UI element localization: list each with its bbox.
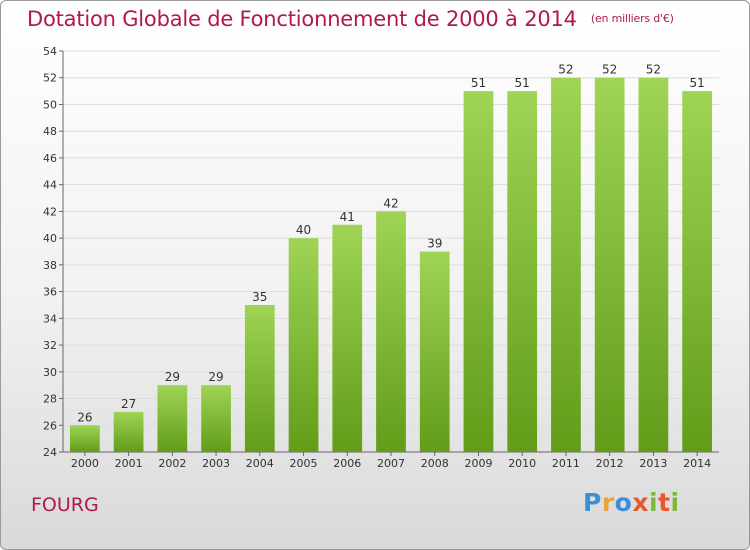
bar-2006 xyxy=(332,224,363,452)
x-tick-label-2011: 2011 xyxy=(552,457,580,470)
logo-letter: P xyxy=(583,488,602,517)
x-tick-label-2010: 2010 xyxy=(508,457,536,470)
logo-letter: x xyxy=(632,488,649,517)
value-label-2012: 52 xyxy=(602,63,617,77)
bar-2004 xyxy=(244,304,275,452)
y-tick-label: 36 xyxy=(43,286,57,299)
x-tick-label-2001: 2001 xyxy=(115,457,143,470)
bar-2002 xyxy=(157,385,188,452)
bar-2013 xyxy=(638,77,669,452)
x-tick-label-2012: 2012 xyxy=(596,457,624,470)
x-tick-label-2004: 2004 xyxy=(246,457,274,470)
commune-name: FOURG xyxy=(31,494,99,516)
y-tick-label: 48 xyxy=(43,125,57,138)
bar-2000 xyxy=(69,425,100,452)
x-tick-label-2014: 2014 xyxy=(683,457,711,470)
value-label-2008: 39 xyxy=(427,237,442,251)
value-label-2002: 29 xyxy=(165,370,180,384)
chart-title-text: Dotation Globale de Fonctionnement de 20… xyxy=(27,7,577,31)
y-tick-label: 32 xyxy=(43,339,57,352)
y-tick-label: 34 xyxy=(43,312,57,325)
y-tick-label: 46 xyxy=(43,152,57,165)
y-tick-label: 54 xyxy=(43,45,57,58)
y-tick-label: 42 xyxy=(43,205,57,218)
proxiti-logo: Proxiti xyxy=(583,488,680,517)
y-tick-label: 24 xyxy=(43,446,57,459)
y-tick-label: 50 xyxy=(43,98,57,111)
x-tick-label-2002: 2002 xyxy=(158,457,186,470)
bar-2009 xyxy=(463,91,494,452)
y-tick-label: 40 xyxy=(43,232,57,245)
x-tick-label-2000: 2000 xyxy=(71,457,99,470)
chart-unit-note: (en milliers d'€) xyxy=(590,12,674,25)
chart-title: Dotation Globale de Fonctionnement de 20… xyxy=(27,7,674,31)
value-label-2009: 51 xyxy=(471,76,486,90)
value-label-2000: 26 xyxy=(77,410,92,424)
value-label-2011: 52 xyxy=(558,63,573,77)
x-tick-labels: 2000 2001 2002 2003 2004 2005 2006 2007 2008 2009… xyxy=(71,452,711,470)
x-tick-label-2006: 2006 xyxy=(333,457,361,470)
x-tick-label-2009: 2009 xyxy=(464,457,492,470)
value-label-2005: 40 xyxy=(296,223,311,237)
bar-2008 xyxy=(419,251,450,452)
value-label-2014: 51 xyxy=(689,76,704,90)
bar-2014 xyxy=(682,91,713,452)
x-tick-label-2007: 2007 xyxy=(377,457,405,470)
x-tick-label-2008: 2008 xyxy=(421,457,449,470)
logo-letter: i xyxy=(649,488,659,517)
y-tick-label: 26 xyxy=(43,419,57,432)
logo-letter: t xyxy=(658,488,671,517)
bar-2012 xyxy=(594,77,625,452)
y-tick-label: 52 xyxy=(43,72,57,85)
logo-letter: r xyxy=(601,488,615,517)
value-label-2004: 35 xyxy=(252,290,267,304)
value-label-2010: 51 xyxy=(515,76,530,90)
logo-letter: o xyxy=(614,488,633,517)
x-tick-label-2003: 2003 xyxy=(202,457,230,470)
bar-2003 xyxy=(201,385,231,452)
value-label-2013: 52 xyxy=(646,63,661,77)
bar-2001 xyxy=(113,411,144,452)
value-labels: 26 27 29 29 35 40 41 42 39 51 51 52 52 52 51 xyxy=(77,63,705,425)
y-tick-label: 28 xyxy=(43,393,57,406)
bar-2010 xyxy=(507,91,538,452)
bars xyxy=(69,77,713,452)
bar-2005 xyxy=(288,238,319,452)
value-label-2003: 29 xyxy=(208,370,223,384)
y-tick-label: 44 xyxy=(43,179,57,192)
value-label-2006: 41 xyxy=(340,210,355,224)
x-tick-label-2005: 2005 xyxy=(290,457,318,470)
y-tick-label: 38 xyxy=(43,259,57,272)
bar-2011 xyxy=(551,77,581,452)
x-tick-label-2013: 2013 xyxy=(639,457,667,470)
value-label-2007: 42 xyxy=(383,196,398,210)
value-label-2001: 27 xyxy=(121,397,136,411)
logo-letter: i xyxy=(670,488,680,517)
y-tick-labels: 24 26 28 30 32 34 36 38 40 42 44 46 48 50 52 54 xyxy=(43,45,57,459)
y-tick-label: 30 xyxy=(43,366,57,379)
bar-2007 xyxy=(376,211,406,452)
